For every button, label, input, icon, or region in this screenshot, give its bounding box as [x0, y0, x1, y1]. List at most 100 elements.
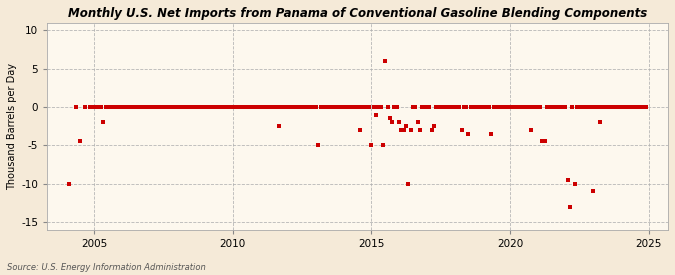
Point — [70, 105, 81, 109]
Point — [211, 105, 222, 109]
Point — [614, 105, 624, 109]
Point — [352, 105, 363, 109]
Point — [177, 105, 188, 109]
Point — [290, 105, 300, 109]
Point — [294, 105, 305, 109]
Point — [315, 105, 326, 109]
Point — [475, 105, 485, 109]
Point — [493, 105, 504, 109]
Point — [230, 105, 240, 109]
Point — [103, 105, 113, 109]
Point — [75, 139, 86, 144]
Point — [541, 105, 552, 109]
Point — [371, 112, 381, 117]
Point — [437, 105, 448, 109]
Point — [618, 105, 628, 109]
Point — [135, 105, 146, 109]
Point — [170, 105, 181, 109]
Point — [468, 105, 479, 109]
Point — [361, 105, 372, 109]
Point — [122, 105, 132, 109]
Point — [188, 105, 199, 109]
Point — [306, 105, 317, 109]
Point — [237, 105, 248, 109]
Point — [489, 105, 500, 109]
Point — [525, 128, 536, 132]
Point — [597, 105, 608, 109]
Point — [281, 105, 292, 109]
Point — [288, 105, 298, 109]
Point — [265, 105, 275, 109]
Point — [424, 105, 435, 109]
Point — [242, 105, 252, 109]
Point — [105, 105, 115, 109]
Point — [325, 105, 335, 109]
Point — [292, 105, 303, 109]
Point — [375, 105, 386, 109]
Point — [416, 105, 427, 109]
Point — [320, 105, 331, 109]
Point — [387, 120, 398, 125]
Point — [63, 182, 74, 186]
Point — [167, 105, 178, 109]
Point — [560, 105, 571, 109]
Point — [546, 105, 557, 109]
Y-axis label: Thousand Barrels per Day: Thousand Barrels per Day — [7, 63, 17, 190]
Point — [516, 105, 527, 109]
Point — [262, 105, 273, 109]
Point — [364, 105, 375, 109]
Point — [232, 105, 243, 109]
Point — [163, 105, 173, 109]
Point — [403, 182, 414, 186]
Point — [599, 105, 610, 109]
Point — [637, 105, 647, 109]
Point — [109, 105, 120, 109]
Point — [234, 105, 245, 109]
Point — [346, 105, 356, 109]
Point — [329, 105, 340, 109]
Point — [89, 105, 100, 109]
Point — [554, 105, 564, 109]
Point — [544, 105, 555, 109]
Point — [401, 124, 412, 128]
Point — [398, 128, 409, 132]
Point — [611, 105, 622, 109]
Point — [195, 105, 206, 109]
Point — [80, 105, 90, 109]
Point — [629, 105, 640, 109]
Point — [593, 105, 603, 109]
Point — [472, 105, 483, 109]
Point — [484, 105, 495, 109]
Point — [205, 105, 215, 109]
Point — [392, 105, 402, 109]
Point — [378, 143, 389, 147]
Point — [181, 105, 192, 109]
Point — [260, 105, 271, 109]
Point — [502, 105, 513, 109]
Point — [101, 105, 111, 109]
Point — [221, 105, 232, 109]
Point — [497, 105, 508, 109]
Point — [158, 105, 169, 109]
Point — [606, 105, 617, 109]
Point — [616, 105, 626, 109]
Point — [216, 105, 227, 109]
Point — [285, 105, 296, 109]
Point — [595, 120, 605, 125]
Point — [520, 105, 531, 109]
Point — [588, 189, 599, 194]
Point — [518, 105, 529, 109]
Point — [576, 105, 587, 109]
Point — [461, 105, 472, 109]
Point — [271, 105, 282, 109]
Point — [124, 105, 134, 109]
Point — [91, 105, 102, 109]
Text: Source: U.S. Energy Information Administration: Source: U.S. Energy Information Administ… — [7, 263, 205, 272]
Point — [558, 105, 568, 109]
Point — [549, 105, 560, 109]
Point — [331, 105, 342, 109]
Point — [620, 105, 631, 109]
Point — [202, 105, 213, 109]
Point — [119, 105, 130, 109]
Point — [96, 105, 107, 109]
